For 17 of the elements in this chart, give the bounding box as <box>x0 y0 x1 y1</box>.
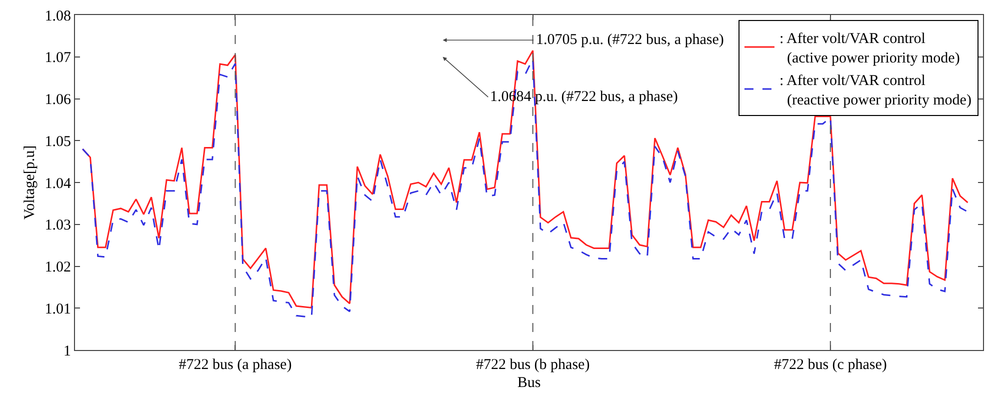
y-tick-label: 1.03 <box>44 218 71 234</box>
legend-label: : After volt/VAR control (active power priority mode) <box>779 31 960 67</box>
y-tick-label: 1 <box>64 343 71 360</box>
y-tick-label: 1.08 <box>44 8 71 24</box>
x-axis-title: Bus <box>517 375 541 391</box>
y-tick-label: 1.01 <box>44 301 71 318</box>
y-tick-label: 1.02 <box>44 260 71 276</box>
y-tick-label: 1.07 <box>44 50 72 66</box>
y-tick-label: 1.06 <box>44 92 72 108</box>
annotation: 1.0705 p.u. (#722 bus, a phase) <box>536 32 724 48</box>
y-tick-label: 1.04 <box>44 176 72 192</box>
x-tick-label: #722 bus (a phase) <box>178 357 292 373</box>
y-axis-title: Voltage[p.u] <box>22 145 38 220</box>
legend-label: : After volt/VAR control (reactive power priority mode) <box>779 73 972 109</box>
x-tick-label: #722 bus (c phase) <box>774 357 887 373</box>
x-tick-label: #722 bus (b phase) <box>476 357 590 373</box>
y-tick-label: 1.05 <box>44 134 71 150</box>
